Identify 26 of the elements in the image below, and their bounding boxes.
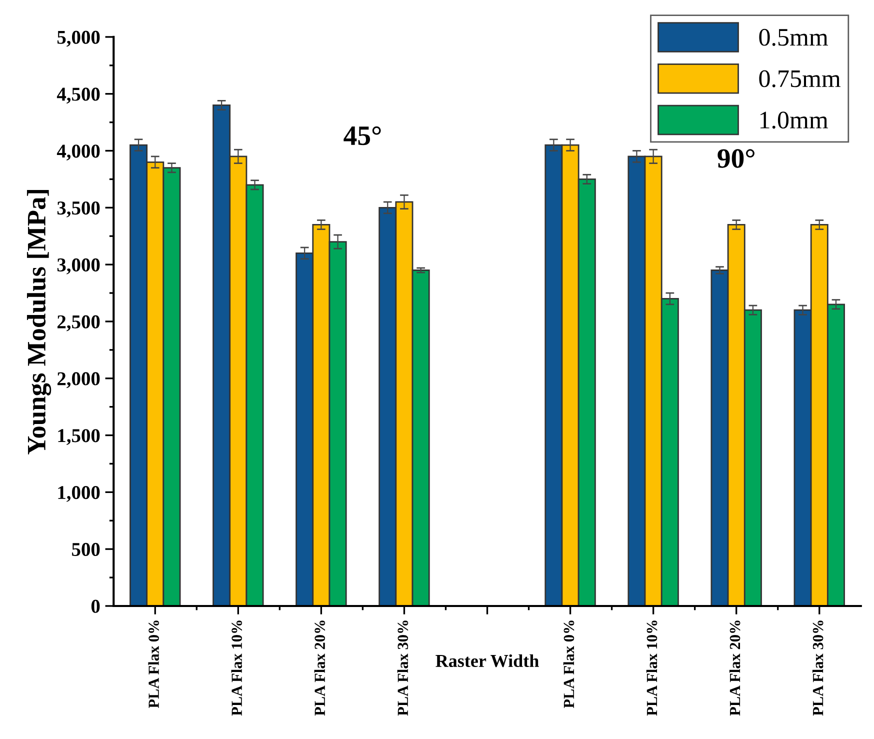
y-tick-label: 1,000: [58, 486, 100, 502]
x-tick-label: PLA Flax 20%: [729, 620, 740, 716]
x-tick-label: PLA Flax 30%: [812, 620, 824, 716]
x-tick-label: PLA Flax 20%: [314, 620, 326, 716]
legend-label: 0.75mm: [759, 70, 840, 88]
y-tick-label: 500: [72, 542, 100, 556]
y-tick-label: 0: [91, 600, 100, 613]
annotation: 90°: [718, 149, 754, 168]
y-tick-label: 3,500: [57, 201, 100, 218]
legend-label: 0.5mm: [759, 28, 828, 46]
x-axis-title: Raster Width: [436, 654, 539, 668]
y-tick-label: 2,000: [57, 372, 100, 388]
x-tick-label: PLA Flax 10%: [646, 620, 658, 716]
y-tick-label: 4,500: [56, 88, 100, 104]
legend-label: 1.0mm: [760, 112, 828, 129]
y-tick-label: 4,000: [56, 144, 100, 161]
annotation: 45°: [344, 126, 381, 146]
y-tick-label: 3,000: [57, 258, 100, 274]
x-tick-label: PLA Flax 0%: [148, 620, 160, 708]
x-tick-label: PLA Flax 0%: [563, 620, 574, 708]
y-tick-label: 1,500: [58, 429, 100, 446]
y-tick-label: 5,000: [57, 30, 100, 47]
y-axis-title: Youngs Modulus [MPa]: [26, 190, 52, 454]
y-tick-label: 2,500: [57, 315, 100, 332]
x-tick-label: PLA Flax 10%: [231, 620, 242, 716]
x-tick-label: PLA Flax 30%: [397, 620, 408, 716]
